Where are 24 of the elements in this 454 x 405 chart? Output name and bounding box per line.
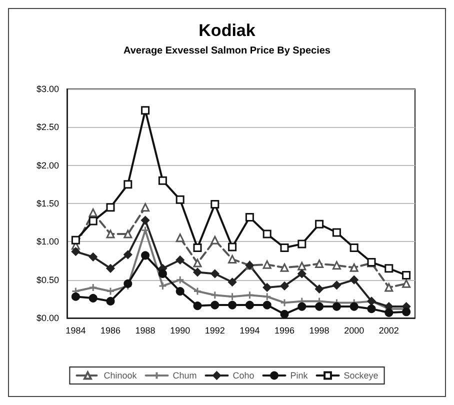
y-tick-label: $0.50 [36,274,59,285]
y-tick-label: $2.00 [36,160,59,170]
y-tick-label: $1.50 [36,198,59,208]
x-tick-label: 2000 [344,326,364,336]
x-tick-label: 1988 [135,326,156,336]
x-tick-label: 1992 [204,326,225,336]
x-tick-label: 1994 [240,326,260,336]
x-tick-label: 1998 [309,326,330,336]
legend-label: Pink [290,370,308,380]
legend-label: Sockeye [344,370,378,380]
legend-label: Chinook [104,370,138,380]
y-tick-label: $3.00 [36,84,59,94]
y-tick-label: $0.00 [36,313,59,323]
y-tick-label: $2.50 [36,122,59,132]
x-tick-label: 1986 [100,326,121,336]
x-tick-label: 1996 [274,326,295,336]
legend-label: Chum [172,370,197,380]
y-tick-label: $1.00 [36,236,59,247]
x-tick-label: 2002 [378,326,399,336]
legend-label: Coho [232,370,254,380]
chart-title: Kodiak [198,21,256,40]
x-tick-label: 1990 [170,326,190,336]
chart-subtitle: Average Exvessel Salmon Price By Species [124,46,331,56]
x-tick-label: 1984 [66,326,86,336]
